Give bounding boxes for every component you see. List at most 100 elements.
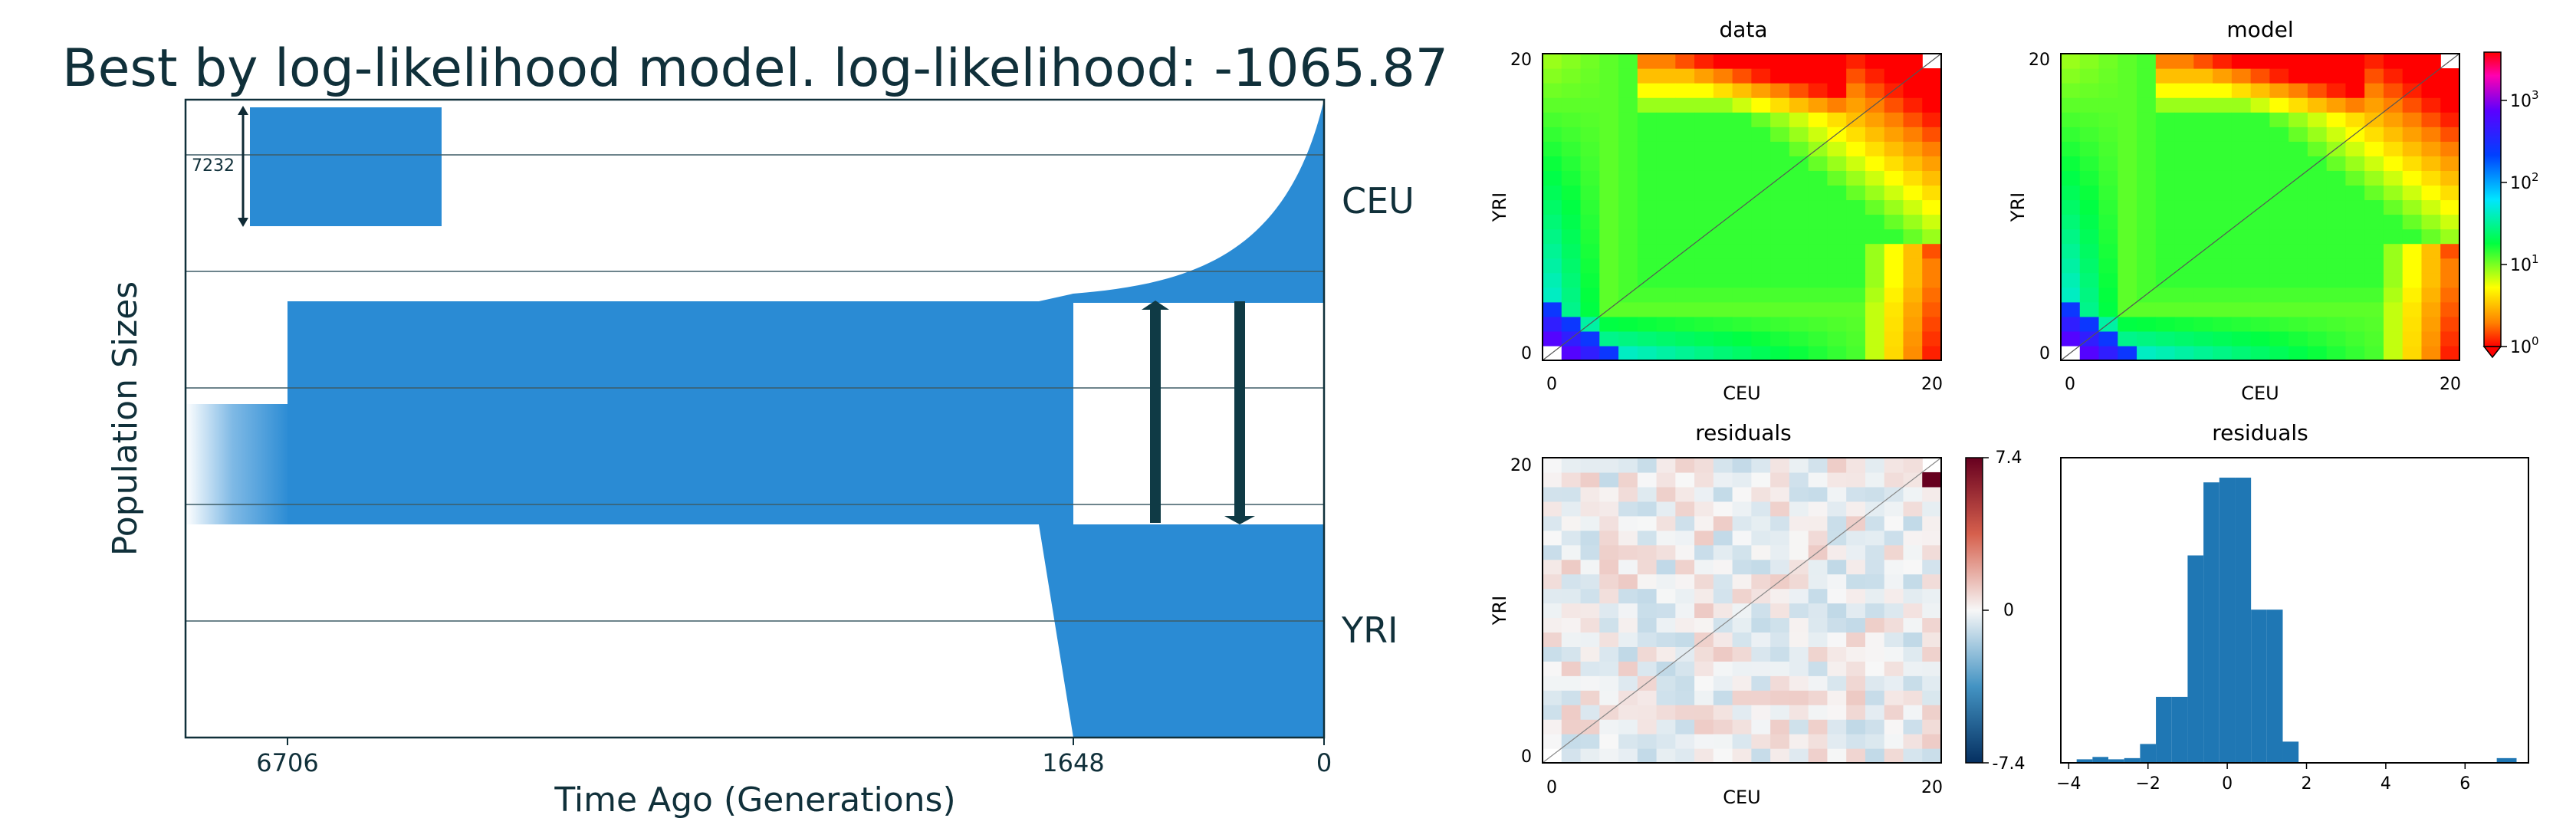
size-reference-block — [250, 107, 442, 226]
heatmap-cell — [2118, 287, 2137, 303]
heatmap-cell — [1656, 141, 1676, 156]
heatmap-cell — [2118, 272, 2137, 288]
heatmap-cell — [1770, 515, 1790, 531]
heatmap-cell — [1751, 573, 1771, 590]
heatmap-cell — [2213, 127, 2233, 142]
heatmap-cell — [1751, 330, 1771, 347]
heatmap-cell — [2345, 141, 2365, 156]
heatmap-cell — [1561, 68, 1582, 84]
heatmap-cell — [1732, 530, 1752, 546]
heatmap-cell — [1561, 458, 1582, 473]
heatmap-cell — [1865, 228, 1885, 245]
heatmap-cell — [1713, 559, 1733, 575]
heatmap-cell — [2326, 316, 2347, 332]
heatmap-cell — [1884, 675, 1904, 691]
heatmap-cell — [2193, 185, 2213, 201]
heatmap-cell — [1618, 272, 1638, 288]
heatmap-cell — [2345, 272, 2365, 288]
heatmap-cell — [1675, 185, 1695, 201]
heatmap-cell — [1580, 141, 1600, 156]
heatmap-cell — [2213, 287, 2233, 303]
heatmap-cell — [1789, 127, 1809, 142]
heatmap-cell — [2174, 316, 2194, 332]
heatmap-cell — [1922, 719, 1942, 734]
heatmap-cell — [1580, 705, 1600, 720]
heatmap-cell — [2421, 156, 2441, 171]
heatmap-cell — [1922, 544, 1942, 560]
heatmap-cell — [1827, 734, 1847, 749]
heatmap-cell — [1713, 719, 1733, 734]
heatmap-cell — [2137, 214, 2157, 230]
heatmap-cell — [1561, 97, 1582, 113]
heatmap-cell — [2079, 199, 2100, 215]
heatmap-cell — [1846, 68, 1866, 84]
heatmap-cell — [1903, 54, 1923, 69]
heatmap-cell — [1580, 573, 1600, 590]
heatmap-cell — [1561, 515, 1582, 531]
heatmap-cell — [1808, 530, 1829, 546]
heatmap-cell — [1827, 258, 1847, 274]
heatmap-cell — [2079, 127, 2100, 142]
heatmap-cell — [1808, 243, 1829, 259]
histogram-bar — [2140, 744, 2157, 763]
heatmap-cell — [1903, 127, 1923, 142]
heatmap-cell — [2250, 54, 2270, 69]
heatmap-cell — [2231, 112, 2252, 127]
heatmap-cell — [1846, 501, 1866, 517]
heatmap-cell — [1808, 617, 1829, 633]
heatmap-cell — [2137, 112, 2157, 127]
heatmap-cell — [1770, 243, 1790, 259]
heatmap-cell — [2061, 272, 2081, 288]
heatmap-cell — [1713, 54, 1733, 69]
heatmap-cell — [2269, 316, 2289, 332]
heatmap-cell — [1751, 559, 1771, 575]
heatmap-cell — [1789, 228, 1809, 245]
y-axis-label: YRI — [1489, 596, 1510, 626]
heatmap-cell — [1675, 603, 1695, 619]
heatmap-cell — [1846, 141, 1866, 156]
heatmap-cell — [1637, 458, 1658, 473]
heatmap-cell — [1770, 748, 1790, 764]
x-tick-label: 1648 — [1042, 748, 1104, 777]
heatmap-cell — [1884, 156, 1904, 171]
heatmap-cell — [2137, 83, 2157, 98]
heatmap-cell — [1770, 458, 1790, 473]
heatmap-cell — [1599, 646, 1619, 662]
heatmap-cell — [1770, 68, 1790, 84]
heatmap-cell — [2155, 141, 2176, 156]
y-tick: 20 — [1510, 51, 1532, 70]
heatmap-cell — [1884, 501, 1904, 517]
heatmap-cell — [2269, 54, 2289, 69]
heatmap-cell — [1599, 734, 1619, 749]
heatmap-cell — [1732, 68, 1752, 84]
heatmap-cell — [1808, 54, 1829, 69]
heatmap-cell — [2213, 112, 2233, 127]
heatmap-cell — [1580, 530, 1600, 546]
histogram-tick-label: 6 — [2459, 774, 2470, 794]
heatmap-cell — [1694, 748, 1714, 764]
heatmap-cell — [2307, 83, 2328, 98]
heatmap-cell — [1713, 199, 1733, 215]
heatmap-cell — [2288, 258, 2308, 274]
heatmap-cell — [1618, 141, 1638, 156]
heatmap-cell — [1694, 705, 1714, 720]
heatmap-cell — [1732, 83, 1752, 98]
heatmap-cell — [2098, 156, 2118, 171]
heatmap-cell — [1865, 472, 1885, 488]
heatmap-cell — [1543, 573, 1562, 590]
heatmap-cell — [2155, 287, 2176, 303]
heatmap-cell — [1751, 544, 1771, 560]
heatmap-cell — [1713, 156, 1733, 171]
heatmap-cell — [2118, 83, 2137, 98]
heatmap-cell — [2421, 214, 2441, 230]
heatmap-cell — [1694, 515, 1714, 531]
heatmap-cell — [2421, 316, 2441, 332]
histogram-bar — [2251, 610, 2267, 763]
heatmap-cell — [2364, 258, 2384, 274]
heatmap-cell — [1789, 501, 1809, 517]
heatmap-cell — [1770, 734, 1790, 749]
heatmap-cell — [1922, 486, 1942, 502]
heatmap-cell — [1846, 214, 1866, 230]
heatmap-cell — [1713, 690, 1733, 705]
heatmap-cell — [1827, 559, 1847, 575]
